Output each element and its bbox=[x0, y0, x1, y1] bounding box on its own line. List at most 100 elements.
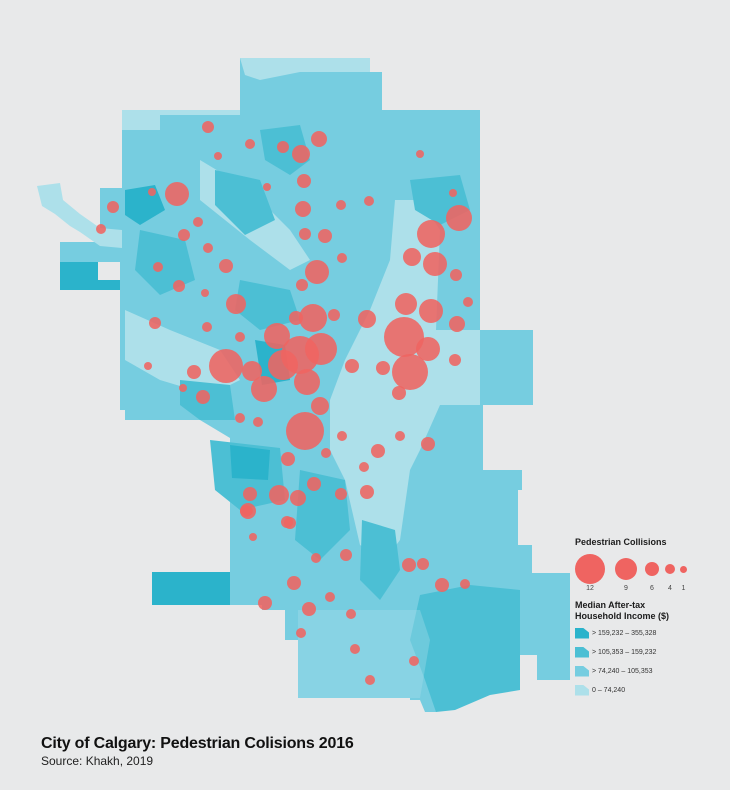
income-swatch bbox=[575, 665, 589, 677]
collision-marker bbox=[371, 444, 385, 458]
collision-marker bbox=[268, 350, 298, 380]
collision-size-4 bbox=[665, 564, 675, 574]
collision-marker bbox=[360, 485, 374, 499]
collision-marker bbox=[305, 260, 329, 284]
collision-marker bbox=[318, 229, 332, 243]
collision-size-label: 6 bbox=[650, 585, 654, 592]
collision-marker bbox=[249, 533, 257, 541]
collision-marker bbox=[305, 333, 337, 365]
collision-marker bbox=[107, 201, 119, 213]
collision-size-label: 9 bbox=[624, 585, 628, 592]
collision-marker bbox=[287, 576, 301, 590]
collision-marker bbox=[258, 596, 272, 610]
income-swatch bbox=[575, 684, 589, 696]
collision-marker bbox=[321, 448, 331, 458]
income-class-row: 0 – 74,240 bbox=[575, 682, 725, 698]
collision-marker bbox=[193, 217, 203, 227]
collision-marker bbox=[264, 323, 290, 349]
map-title: City of Calgary: Pedestrian Colisions 20… bbox=[41, 735, 354, 752]
collision-marker bbox=[337, 431, 347, 441]
collision-marker bbox=[449, 354, 461, 366]
collision-marker bbox=[144, 362, 152, 370]
collision-marker bbox=[340, 549, 352, 561]
collision-marker bbox=[392, 354, 428, 390]
collision-marker bbox=[251, 376, 277, 402]
income-class-label: > 105,353 – 159,232 bbox=[592, 648, 657, 656]
collision-marker bbox=[307, 477, 321, 491]
collision-size-label: 1 bbox=[681, 585, 686, 592]
collision-marker bbox=[203, 243, 213, 253]
collision-marker bbox=[403, 248, 421, 266]
collision-marker bbox=[296, 628, 306, 638]
collision-marker bbox=[263, 183, 271, 191]
collision-marker bbox=[350, 644, 360, 654]
legend-income-title: Median After-tax Household Income ($) bbox=[575, 600, 670, 621]
collision-marker bbox=[359, 462, 369, 472]
collision-marker bbox=[416, 337, 440, 361]
collision-marker bbox=[281, 452, 295, 466]
collision-marker bbox=[336, 200, 346, 210]
collision-marker bbox=[376, 361, 390, 375]
collision-marker bbox=[449, 189, 457, 197]
collision-marker bbox=[328, 309, 340, 321]
collision-marker bbox=[311, 131, 327, 147]
collision-marker bbox=[292, 145, 310, 163]
income-swatch bbox=[575, 627, 589, 639]
collision-marker bbox=[337, 253, 347, 263]
collision-markers bbox=[96, 121, 473, 685]
income-class-row: > 74,240 – 105,353 bbox=[575, 663, 725, 679]
collision-marker bbox=[295, 201, 311, 217]
collision-marker bbox=[435, 578, 449, 592]
collision-size-scale: 12 9 6 4 1 bbox=[575, 554, 725, 594]
collision-marker bbox=[201, 289, 209, 297]
income-classes: > 159,232 – 355,328 > 105,353 – 159,232 > … bbox=[575, 625, 725, 698]
collision-marker bbox=[240, 503, 256, 519]
income-class-row: > 105,353 – 159,232 bbox=[575, 644, 725, 660]
collision-marker bbox=[202, 121, 214, 133]
collision-marker bbox=[297, 174, 311, 188]
collision-marker bbox=[214, 152, 222, 160]
collision-marker bbox=[416, 150, 424, 158]
collision-marker bbox=[449, 316, 465, 332]
collision-marker bbox=[364, 196, 374, 206]
legend-collisions-title: Pedestrian Collisions bbox=[575, 537, 667, 547]
income-swatch bbox=[575, 646, 589, 658]
collision-marker bbox=[226, 294, 246, 314]
collision-marker bbox=[446, 205, 472, 231]
legend: Pedestrian Collisions 12 9 6 4 1 Median Afte… bbox=[575, 537, 725, 698]
collision-marker bbox=[153, 262, 163, 272]
collision-marker bbox=[178, 229, 190, 241]
collision-marker bbox=[358, 310, 376, 328]
collision-marker bbox=[290, 490, 306, 506]
collision-size-9 bbox=[615, 558, 637, 580]
collision-marker bbox=[235, 332, 245, 342]
collision-marker bbox=[302, 602, 316, 616]
income-class-row: > 159,232 – 355,328 bbox=[575, 625, 725, 641]
collision-size-label: 12 bbox=[586, 585, 594, 592]
collision-marker bbox=[395, 431, 405, 441]
collision-marker bbox=[417, 220, 445, 248]
map-source: Source: Khakh, 2019 bbox=[41, 754, 154, 768]
collision-marker bbox=[450, 269, 462, 281]
collision-marker bbox=[299, 228, 311, 240]
collision-marker bbox=[423, 252, 447, 276]
collision-size-12 bbox=[575, 554, 605, 584]
income-class-label: > 74,240 – 105,353 bbox=[592, 667, 653, 675]
collision-marker bbox=[179, 384, 187, 392]
income-class-label: > 159,232 – 355,328 bbox=[592, 629, 657, 637]
collision-marker bbox=[173, 280, 185, 292]
collision-marker bbox=[219, 259, 233, 273]
collision-marker bbox=[165, 182, 189, 206]
collision-marker bbox=[196, 390, 210, 404]
collision-marker bbox=[269, 485, 289, 505]
collision-marker bbox=[365, 675, 375, 685]
collision-marker bbox=[417, 558, 429, 570]
collision-marker bbox=[284, 517, 296, 529]
collision-marker bbox=[242, 361, 262, 381]
collision-marker bbox=[286, 412, 324, 450]
collision-size-label: 4 bbox=[668, 585, 672, 592]
income-class-label: 0 – 74,240 bbox=[592, 686, 626, 694]
collision-marker bbox=[149, 317, 161, 329]
collision-marker bbox=[277, 141, 289, 153]
collision-marker bbox=[296, 279, 308, 291]
